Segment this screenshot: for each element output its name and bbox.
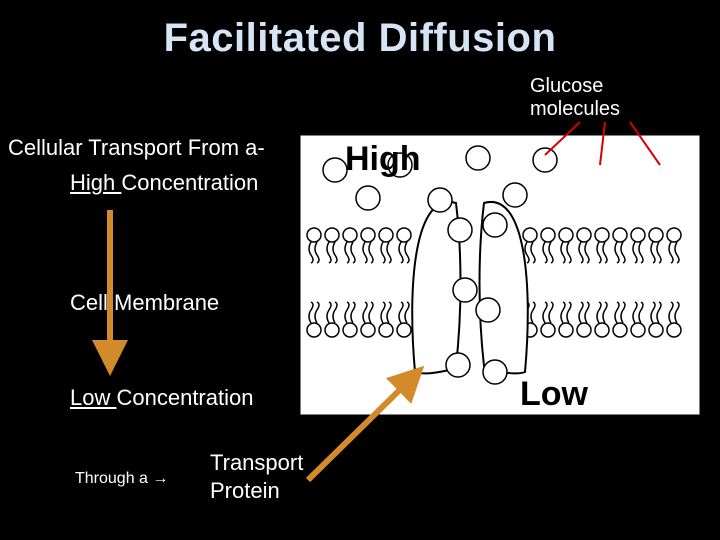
high-big-label: High (345, 140, 421, 179)
diagram-svg (0, 0, 720, 540)
low-big-label: Low (520, 375, 588, 414)
